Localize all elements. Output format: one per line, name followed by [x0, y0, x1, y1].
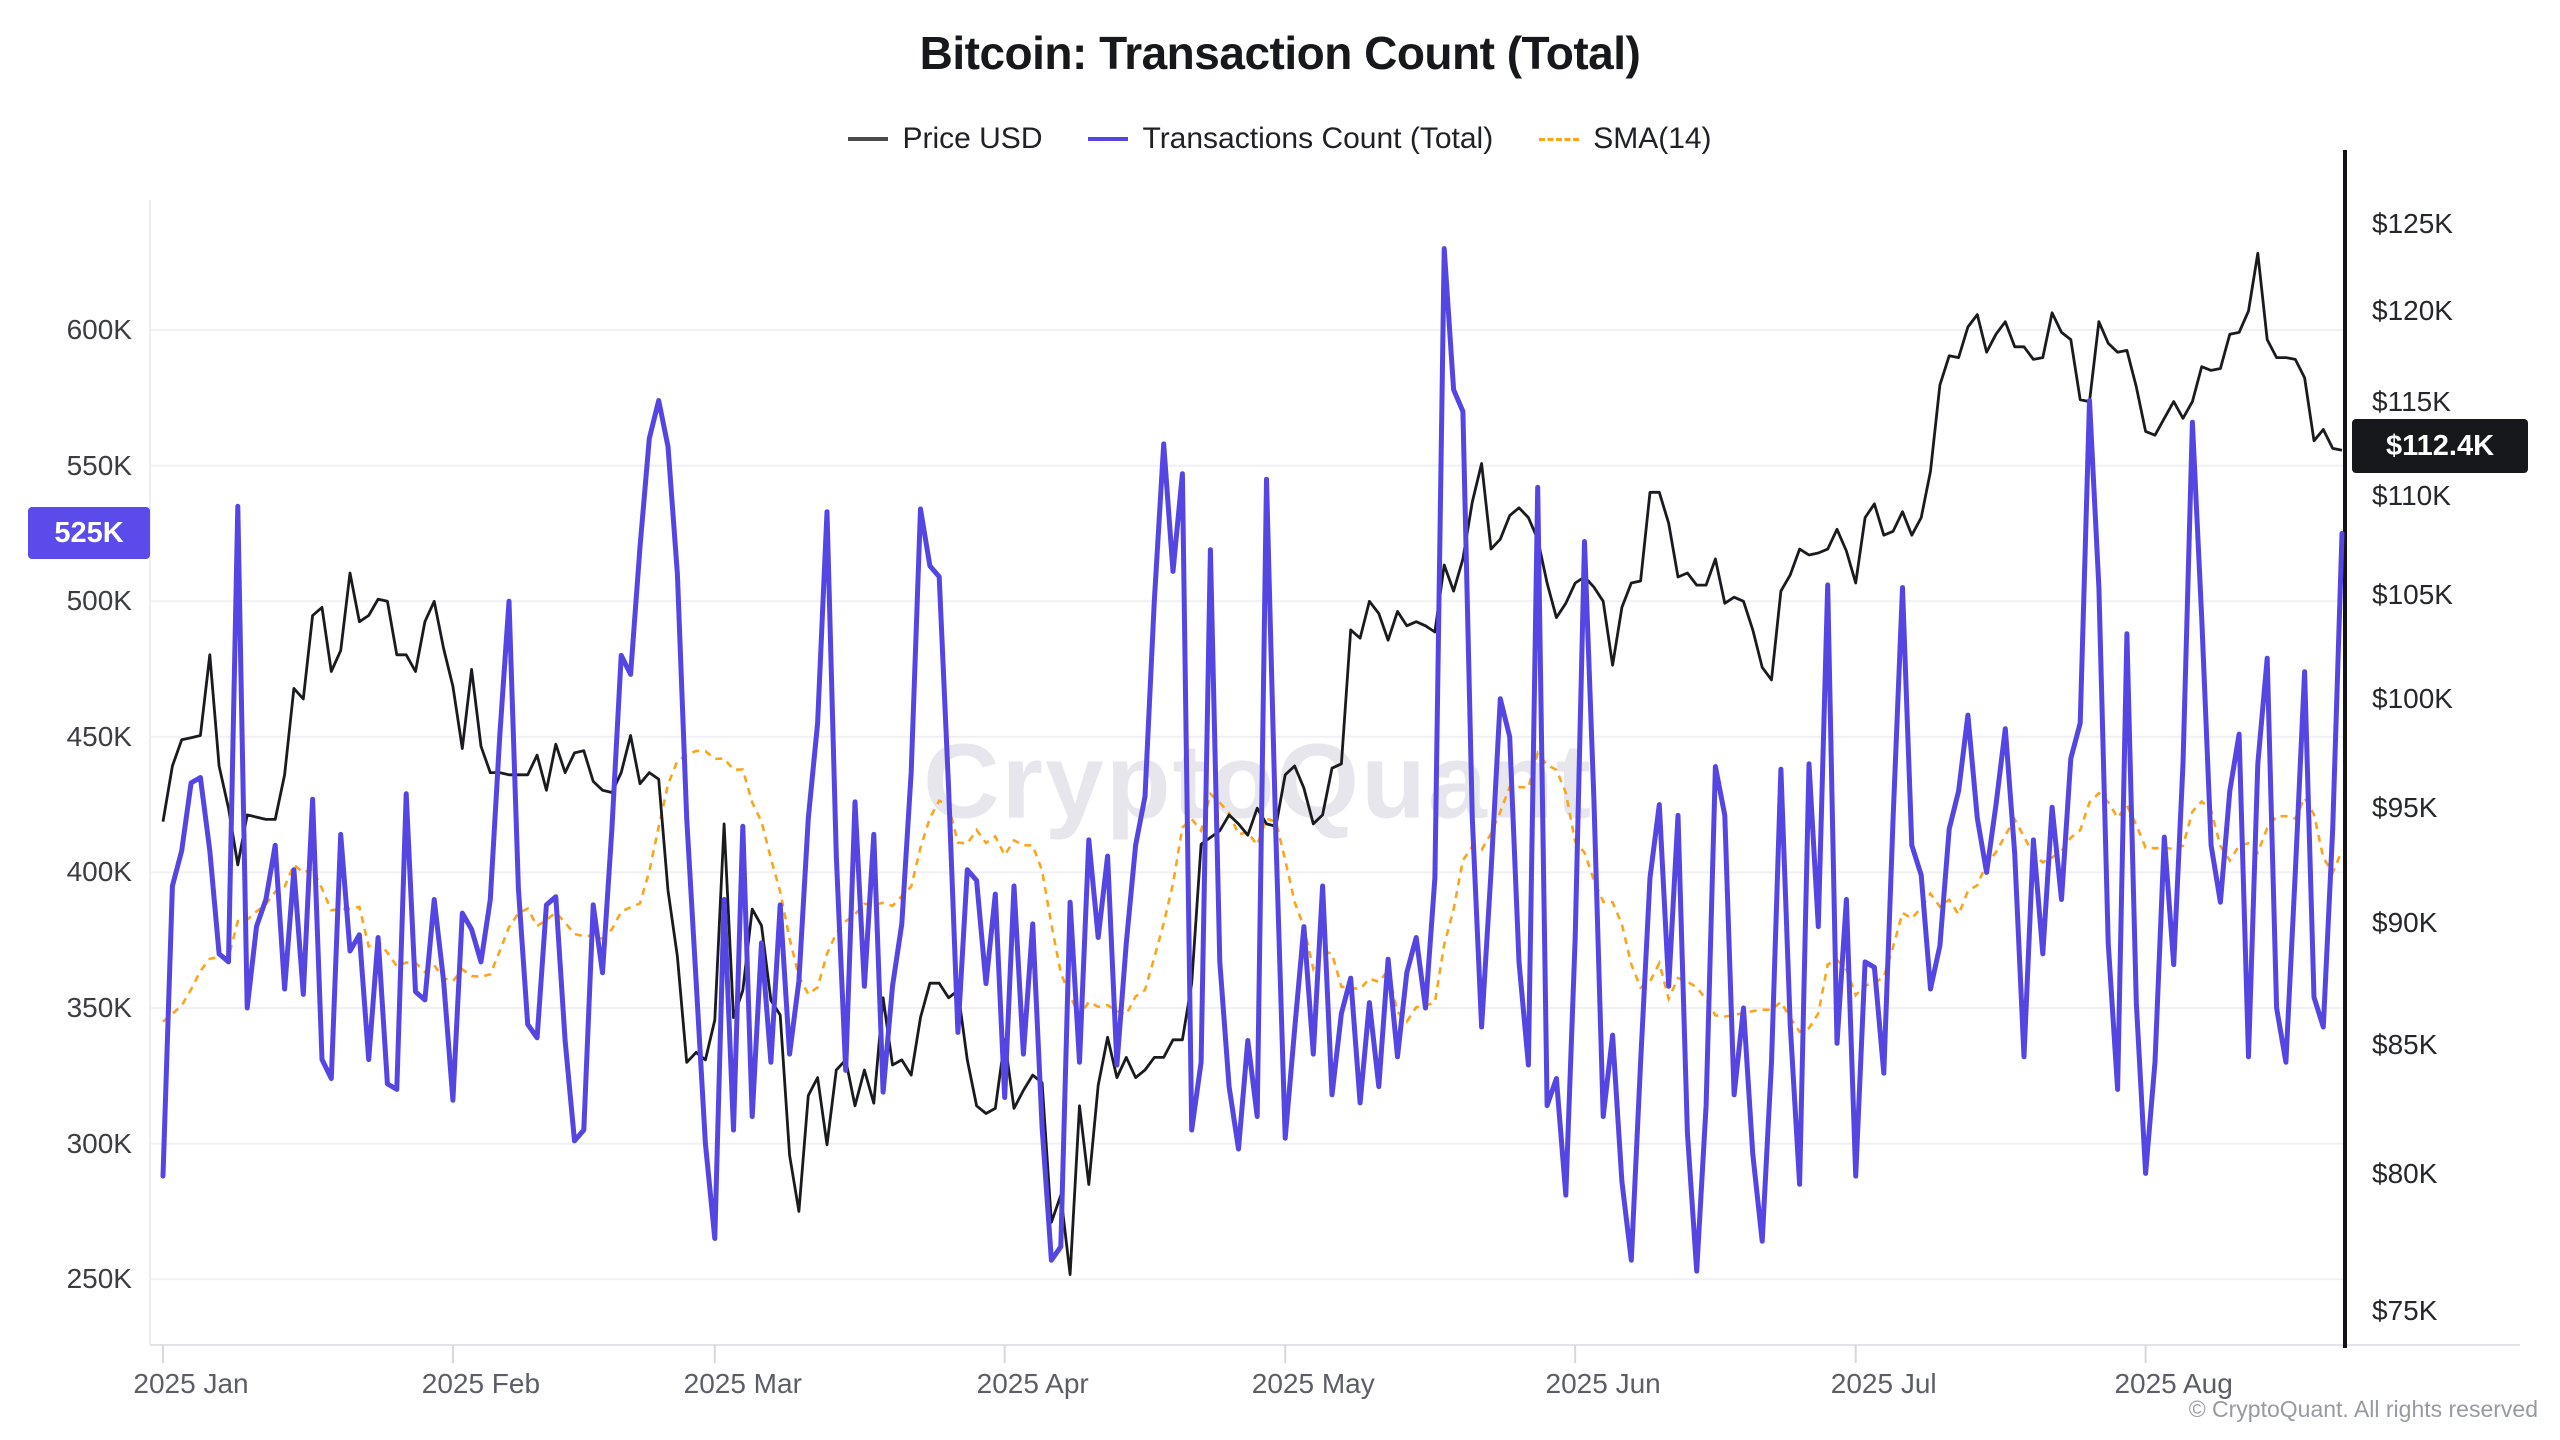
x-axis-label-may: 2025 May — [1251, 1368, 1375, 1399]
left-axis-tick-300: 300K — [66, 1127, 132, 1159]
sma14-line — [162, 749, 2344, 1034]
chart-title: Bitcoin: Transaction Count (Total) — [919, 27, 1641, 79]
left-axis-tick-450: 450K — [66, 720, 132, 752]
legend-label-transactions: Transactions Count (Total) — [1142, 122, 1494, 155]
transactions-count-line — [160, 246, 2345, 1274]
right-axis-tick-105: $105K — [2372, 579, 2453, 611]
legend-label-price: Price USD — [902, 122, 1043, 155]
transactions-current-value-badge: 525K — [28, 507, 150, 560]
x-axis-label-feb: 2025 Feb — [421, 1368, 541, 1399]
transactions-line-swatch-icon — [1088, 137, 1129, 141]
legend-item-price[interactable]: Price USD — [848, 122, 1042, 156]
right-axis-tick-110: $110K — [2372, 480, 2451, 512]
right-axis-tick-80: $80K — [2372, 1157, 2438, 1189]
x-axis-label-apr: 2025 Apr — [976, 1368, 1089, 1399]
price-line-swatch-icon — [848, 137, 889, 141]
right-axis-tick-75: $75K — [2372, 1295, 2438, 1327]
right-axis-tick-125: $125K — [2372, 208, 2453, 240]
right-axis-tick-115: $115K — [2372, 385, 2451, 417]
legend: Price USD Transactions Count (Total) SMA… — [0, 122, 2560, 156]
legend-item-sma[interactable]: SMA(14) — [1539, 122, 1712, 156]
right-axis-tick-90: $90K — [2372, 907, 2438, 939]
price-current-value-badge: $112.4K — [2352, 419, 2528, 474]
right-axis-tick-100: $100K — [2372, 683, 2453, 714]
left-axis-tick-400: 400K — [66, 856, 132, 888]
price-usd-line — [161, 251, 2343, 1276]
right-axis-tick-120: $120K — [2372, 295, 2453, 326]
right-axis-tick-85: $85K — [2372, 1028, 2438, 1060]
x-axis-label-mar: 2025 Mar — [683, 1368, 802, 1399]
legend-item-transactions[interactable]: Transactions Count (Total) — [1088, 122, 1493, 156]
left-axis-tick-500: 500K — [66, 585, 132, 617]
right-axis-tick-95: $95K — [2372, 792, 2438, 824]
left-axis-tick-250: 250K — [66, 1263, 132, 1295]
sma-line-swatch-icon — [1539, 137, 1580, 141]
left-axis-tick-350: 350K — [66, 992, 132, 1023]
x-axis-label-jan: 2025 Jan — [133, 1368, 249, 1399]
left-axis-tick-600: 600K — [66, 314, 132, 345]
cryptoquant-watermark: CryptoQuant — [923, 722, 1593, 841]
x-axis-label-jun: 2025 Jun — [1545, 1368, 1661, 1399]
x-axis-label-aug: 2025 Aug — [2114, 1368, 2233, 1399]
copyright-note: © CryptoQuant. All rights reserved — [2188, 1396, 2538, 1422]
left-axis-tick-550: 550K — [66, 449, 132, 481]
legend-label-sma: SMA(14) — [1593, 122, 1712, 155]
x-axis-label-jul: 2025 Jul — [1830, 1368, 1937, 1399]
